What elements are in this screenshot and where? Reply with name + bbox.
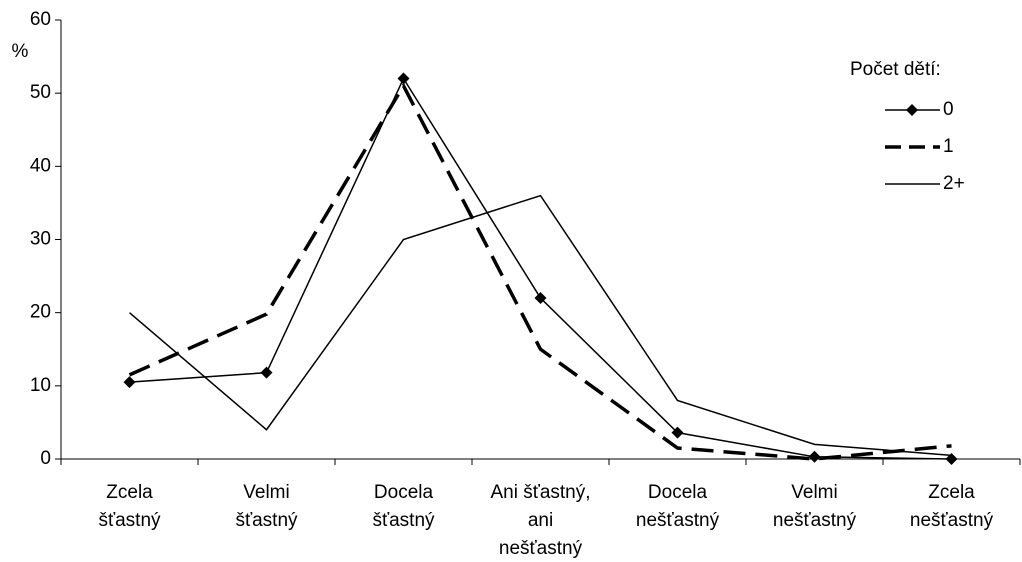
y-tick-label: 50	[30, 82, 51, 103]
x-tick-label: Docela	[648, 482, 708, 503]
x-tick-label: nešťastný	[910, 510, 994, 531]
point	[260, 366, 273, 379]
x-tick-label: Velmi	[791, 482, 837, 503]
y-tick-label: 40	[30, 155, 51, 176]
legend-title: Počet dětí:	[850, 59, 941, 80]
point	[945, 453, 958, 465]
series-line	[128, 82, 952, 461]
x-tick-label: šťastný	[235, 510, 298, 531]
x-tick-label: Docela	[374, 482, 434, 503]
x-tick-label: šťastný	[372, 510, 435, 531]
y-tick-label: 20	[30, 302, 51, 323]
point	[397, 72, 410, 85]
series-line	[129, 194, 952, 457]
x-tick-label: nešťastný	[773, 510, 857, 531]
legend-label: 1	[943, 136, 954, 157]
point	[534, 292, 547, 305]
y-tick-label: 10	[30, 375, 51, 396]
x-tick-label: Velmi	[243, 482, 289, 503]
legend-label: 0	[943, 99, 954, 120]
y-tick-label: 0	[40, 448, 51, 469]
series-line	[129, 76, 952, 460]
x-tick-label: Zcela	[106, 482, 153, 503]
point	[671, 426, 684, 439]
x-tick-label: nešťastný	[636, 510, 720, 531]
x-tick-label: Ani šťastný,	[490, 482, 590, 503]
x-tick-label: Zcela	[928, 482, 975, 503]
x-tick-label: nešťastný	[499, 538, 583, 559]
legend-label: 2+	[943, 173, 965, 194]
point	[123, 376, 136, 389]
point	[808, 450, 821, 463]
x-tick-label: ani	[528, 510, 553, 531]
legend-marker	[906, 104, 918, 116]
x-tick-label: šťastný	[98, 510, 161, 531]
y-tick-label: 60	[30, 9, 51, 30]
y-tick-label: 30	[30, 229, 51, 250]
y-axis-label: %	[12, 41, 29, 62]
